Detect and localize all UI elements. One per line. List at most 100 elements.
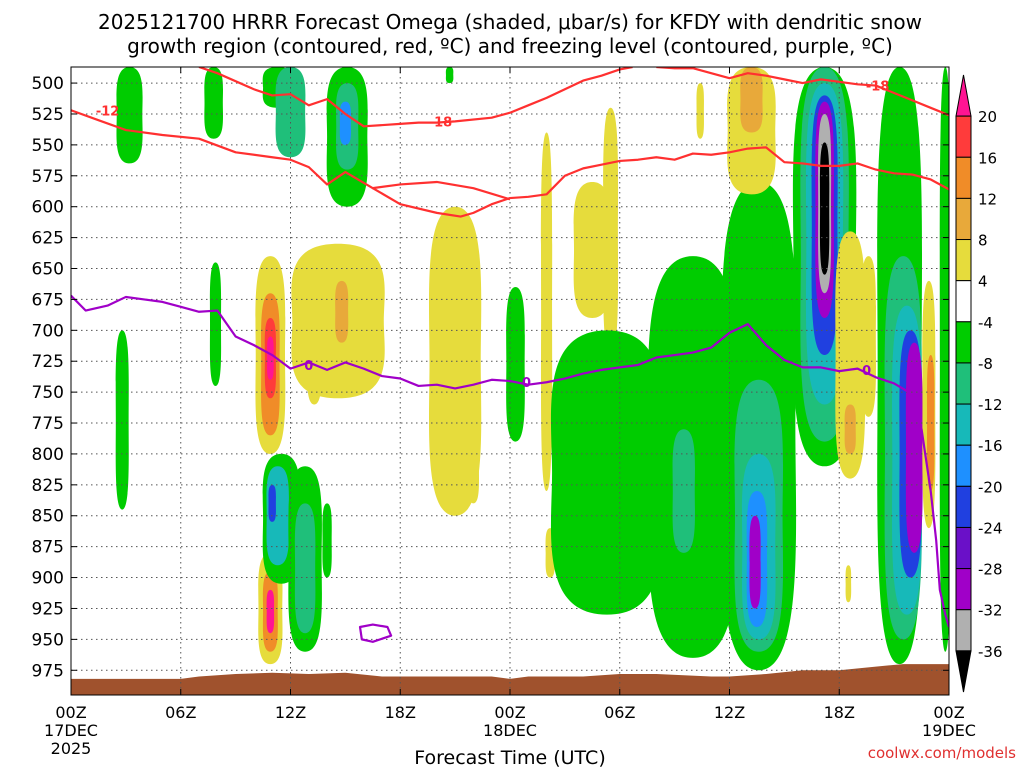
omega-green-lower-7: [115, 330, 129, 510]
contour-freezing-level-0c: [71, 294, 949, 628]
colorbar-label-11: -28: [978, 561, 1003, 579]
colorbar: 20 16 12 8 4 -4 -8 -12 -16 -20 -24 -28 -32 -36: [955, 74, 1003, 693]
omega-orange-11: [740, 67, 763, 133]
contour-dgz-top-minus12-left: [71, 109, 511, 201]
omega-yellow-5: [428, 206, 482, 516]
contour-dgz-minus18-upper: [198, 67, 633, 128]
colorbar-label-0: 20: [978, 108, 997, 126]
colorbar-bin-3: [955, 197, 972, 241]
x-tick-label-36: 12Z: [714, 703, 745, 722]
contour-label-0: -12: [96, 104, 120, 119]
omega-yellow-15: [845, 565, 852, 603]
colorbar-label-8: -16: [978, 437, 1003, 455]
colorbar-label-3: 8: [978, 232, 988, 250]
contour-label-5: 0: [862, 364, 871, 379]
colorbar-label-10: -24: [978, 519, 1003, 537]
colorbar-label-7: -12: [978, 396, 1003, 414]
y-tick-label-775: 775: [32, 414, 64, 434]
x-tick-date-24: 18DEC: [483, 721, 537, 740]
contour-label-4: 0: [522, 376, 531, 391]
omega-green-13: [550, 330, 663, 615]
colorbar-label-13: -36: [978, 643, 1003, 661]
contour-label-1: -18: [429, 115, 453, 130]
contour-dgz-lower-minus12: [372, 146, 949, 218]
y-tick-label-500: 500: [32, 74, 64, 94]
x-tick-label-42: 18Z: [824, 703, 855, 722]
y-tick-label-650: 650: [32, 260, 64, 280]
contour-label-2: -18: [866, 80, 890, 95]
colorbar-bin-8: [955, 403, 972, 446]
colorbar-label-12: -32: [978, 602, 1003, 620]
omega-green-mid-8: [209, 262, 222, 386]
omega-teal-14: [672, 429, 695, 553]
x-tick-label-30: 06Z: [604, 703, 635, 722]
omega-yellow-9: [573, 181, 611, 318]
x-tick-date-48: 19DEC: [922, 721, 976, 740]
colorbar-label-5: -4: [978, 314, 993, 332]
grid-lines: [70, 67, 950, 695]
chart-title-line1: 2025121700 HRRR Forecast Omega (shaded, …: [98, 10, 922, 34]
omega-yellow-7: [540, 132, 553, 492]
omega-green-col-2: [204, 67, 224, 139]
colorbar-bin-10: [955, 485, 972, 528]
contour-label-3: 0: [304, 359, 313, 374]
y-tick-label-600: 600: [32, 198, 64, 218]
colorbar-bin-11: [955, 526, 972, 570]
omega-green-thin-6: [445, 67, 454, 84]
omega-blue-col-5: [339, 101, 351, 145]
x-axis-label: Forecast Time (UTC): [414, 747, 605, 768]
contour-freezing-level-0c-blob: [358, 623, 393, 643]
contour-layer: [71, 67, 949, 643]
x-tick-label-12: 12Z: [275, 703, 306, 722]
omega-yellow-10: [603, 107, 619, 356]
colorbar-label-1: 16: [978, 149, 997, 167]
colorbar-bin-4: [955, 239, 972, 282]
colorbar-label-4: 4: [978, 273, 988, 291]
x-tick-label-24: 00Z: [494, 703, 525, 722]
omega-orange-13: [844, 404, 856, 454]
omega-green-18: [939, 67, 949, 652]
x-tick-label-6: 06Z: [165, 703, 196, 722]
y-tick-label-725: 725: [32, 352, 64, 372]
omega-orange-16: [926, 355, 935, 492]
y-tick-label-675: 675: [32, 290, 64, 310]
watermark: coolwx.com/models: [868, 744, 1016, 762]
x-tick-date-0: 17DEC: [44, 721, 98, 740]
x-tick-label-48: 00Z: [933, 703, 964, 722]
colorbar-bin-9: [955, 444, 972, 487]
colorbar-bottom-arrow: [955, 650, 972, 693]
contour-dgz-upper-right: [656, 67, 949, 117]
colorbar-bin-13: [955, 609, 972, 652]
y-tick-label-525: 525: [32, 105, 64, 125]
y-tick-label-900: 900: [32, 569, 64, 589]
y-axis: 500 525 550 575 600 625 650 675 700 725 750 775 800 8…: [32, 74, 949, 681]
y-tick-label-750: 750: [32, 383, 64, 403]
colorbar-bin-2: [955, 156, 972, 199]
x-tick-year-0: 2025: [51, 739, 92, 758]
colorbar-bin-6: [955, 321, 972, 364]
omega-green-12: [506, 287, 525, 442]
x-tick-label-18: 18Z: [385, 703, 416, 722]
omega-pink-2: [266, 589, 275, 634]
y-tick-label-625: 625: [32, 229, 64, 249]
colorbar-bin-12: [955, 568, 972, 611]
y-tick-label-700: 700: [32, 321, 64, 341]
y-tick-label-975: 975: [32, 661, 64, 681]
colorbar-label-2: 12: [978, 190, 997, 208]
omega-yellow-12: [696, 83, 704, 139]
y-tick-label-825: 825: [32, 476, 64, 496]
colorbar-bin-5: [955, 280, 972, 323]
contour-labels: -12 -18 -18 0 0 0: [96, 80, 890, 392]
x-tick-label-0: 00Z: [55, 703, 86, 722]
colorbar-bin-7: [955, 362, 972, 405]
y-tick-label-925: 925: [32, 599, 64, 619]
omega-teal-10: [294, 503, 316, 634]
y-tick-label-850: 850: [32, 507, 64, 527]
omega-yellow-6: [467, 429, 480, 504]
omega-yellow-14: [861, 256, 876, 417]
colorbar-label-9: -20: [978, 478, 1003, 496]
omega-yellow-13: [835, 231, 866, 479]
colorbar-label-6: -8: [978, 355, 993, 373]
